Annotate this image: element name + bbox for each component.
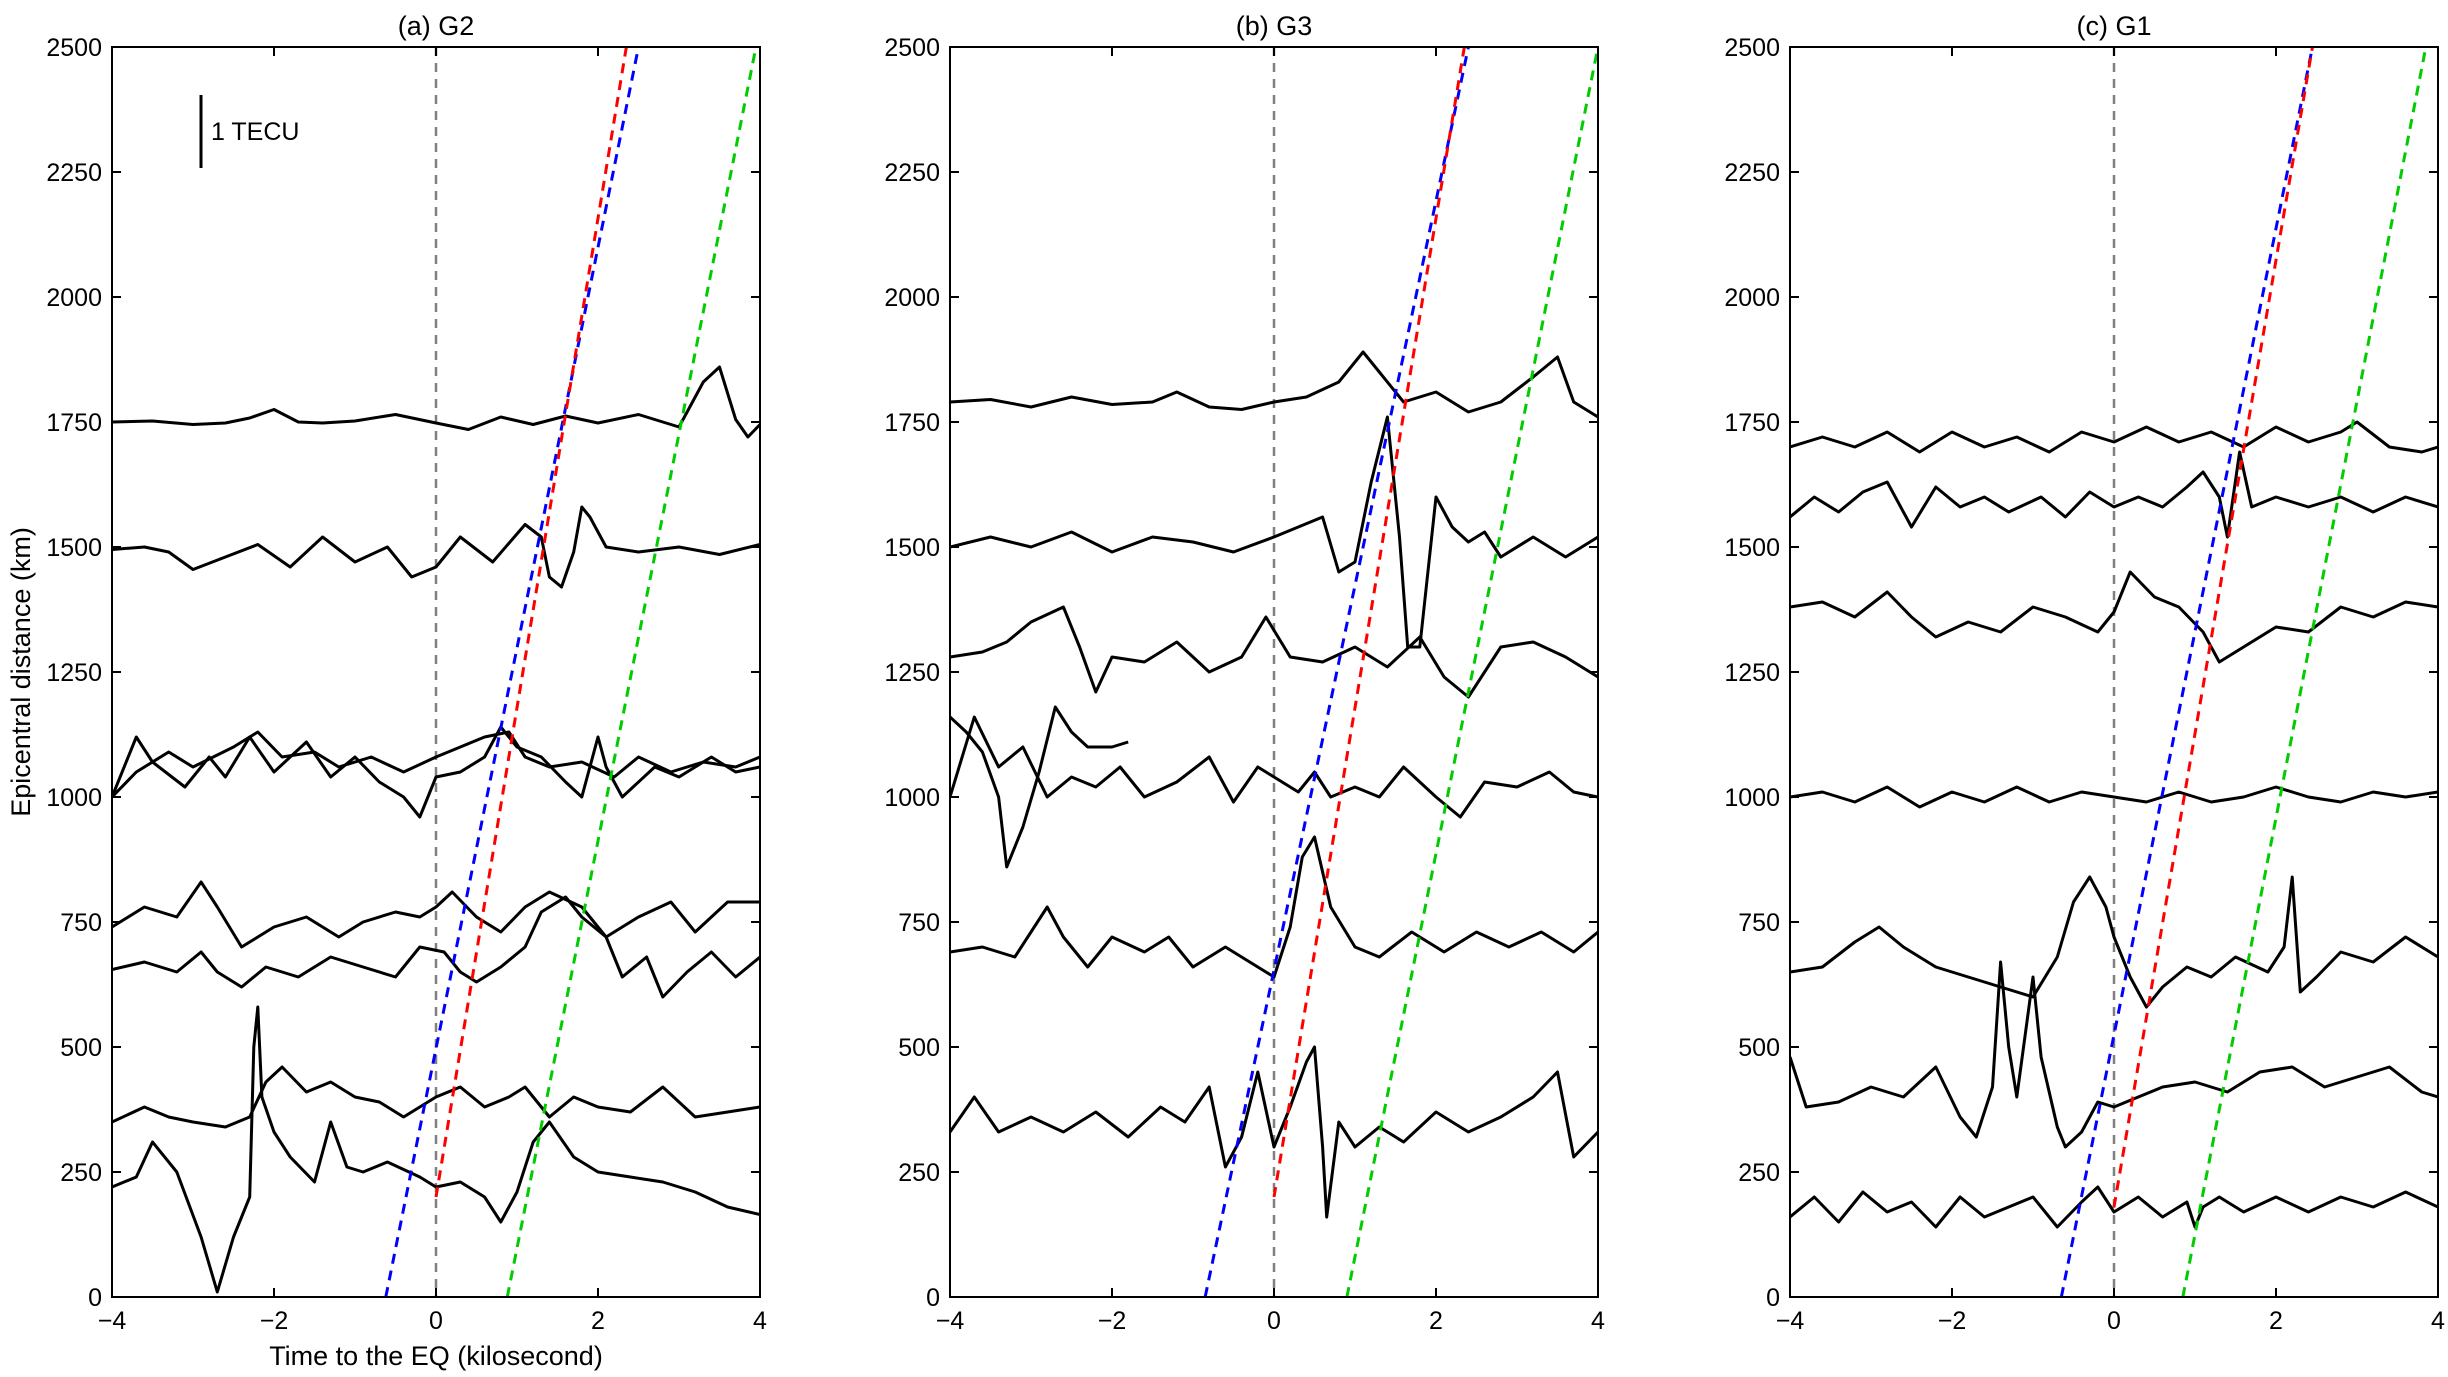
tec-trace-2 (112, 725, 760, 819)
y-tick-label: 0 (1766, 1284, 1780, 1312)
y-tick-label: 1500 (46, 534, 102, 562)
traces (112, 47, 760, 1297)
panel-0: −4 −2 0 2 4 0 250 500 750 1000 1250 1500 1750 2000 225… (6, 11, 767, 1371)
tec-trace-1 (950, 415, 1598, 649)
x-tick-label: −4 (1776, 1307, 1805, 1335)
y-tick-label: 500 (60, 1034, 102, 1062)
x-tick-label: −2 (1098, 1307, 1127, 1335)
reference-line-0 (2059, 47, 2314, 1297)
x-tick-label: 2 (2269, 1307, 2283, 1335)
y-tick-label: 1000 (1724, 784, 1780, 812)
y-tick-label: 1500 (884, 534, 940, 562)
tec-trace-7 (112, 1005, 760, 1294)
y-tick-label: 250 (898, 1159, 940, 1187)
y-tick-label: 1250 (46, 659, 102, 687)
x-tick-label: 2 (591, 1307, 605, 1335)
tec-trace-3 (1790, 785, 2438, 809)
y-tick-label: 1000 (46, 784, 102, 812)
tec-trace-4 (112, 880, 760, 949)
y-tick-label: 2000 (884, 284, 940, 312)
tec-trace-5 (950, 835, 1598, 979)
reference-line-2 (2181, 47, 2428, 1297)
y-tick-label: 1000 (884, 784, 940, 812)
y-tick-label: 2250 (1724, 159, 1780, 187)
x-tick-label: −4 (936, 1307, 965, 1335)
x-tick-label: 4 (1591, 1307, 1605, 1335)
tec-trace-0 (950, 350, 1598, 419)
x-tick-label: −2 (1938, 1307, 1967, 1335)
panel-2: −4 −2 0 2 4 0 250 500 750 1000 1250 1500 1750 2000 225… (1724, 11, 2445, 1335)
x-tick-label: −4 (98, 1307, 127, 1335)
y-tick-label: 250 (60, 1159, 102, 1187)
y-tick-label: 250 (1738, 1159, 1780, 1187)
reference-line-0 (1203, 47, 1470, 1297)
reference-line-1 (2112, 47, 2314, 1208)
y-tick-label: 1750 (1724, 409, 1780, 437)
x-axis-label: Time to the EQ (kilosecond) (269, 1341, 603, 1371)
x-tick-label: 2 (1429, 1307, 1443, 1335)
x-tick-label: 4 (753, 1307, 767, 1335)
tec-trace-0 (1790, 420, 2438, 454)
y-tick-label: 2500 (884, 34, 940, 62)
panel-title: (c) G1 (2076, 11, 2151, 41)
traces (950, 47, 1598, 1297)
y-tick-label: 2500 (1724, 34, 1780, 62)
x-tick-label: 0 (1267, 1307, 1281, 1335)
x-tick-label: 4 (2431, 1307, 2445, 1335)
y-tick-label: 2500 (46, 34, 102, 62)
reference-line-2 (1345, 47, 1598, 1297)
tec-trace-6 (1790, 1185, 2438, 1229)
y-tick-label: 0 (926, 1284, 940, 1312)
y-tick-label: 2000 (46, 284, 102, 312)
y-tick-label: 0 (88, 1284, 102, 1312)
y-tick-label: 1750 (46, 409, 102, 437)
y-tick-label: 750 (60, 909, 102, 937)
tec-trace-3 (112, 730, 760, 799)
tec-trace-0 (112, 365, 760, 439)
y-tick-label: 500 (1738, 1034, 1780, 1062)
traces (1790, 47, 2438, 1297)
x-tick-label: 0 (2107, 1307, 2121, 1335)
reference-line-1 (1272, 47, 1466, 1198)
panel-1: −4 −2 0 2 4 0 250 500 750 1000 1250 1500 1750 2000 225… (884, 11, 1605, 1335)
y-tick-label: 2250 (46, 159, 102, 187)
tec-trace-4 (1790, 875, 2438, 1009)
tec-trace-2 (950, 605, 1598, 699)
panel-title: (b) G3 (1236, 11, 1313, 41)
panel-title: (a) G2 (398, 11, 475, 41)
x-tick-label: −2 (260, 1307, 289, 1335)
tec-trace-1 (1790, 450, 2438, 539)
tec-trace-1 (112, 505, 760, 589)
x-tick-label: 0 (429, 1307, 443, 1335)
y-tick-label: 1500 (1724, 534, 1780, 562)
y-tick-label: 1250 (884, 659, 940, 687)
y-tick-label: 2250 (884, 159, 940, 187)
reference-line-0 (384, 47, 640, 1297)
tec-trace-4 (950, 715, 1598, 819)
tec-trace-6 (950, 1045, 1598, 1219)
tec-trace-3 (950, 705, 1129, 869)
scale-bar-label: 1 TECU (211, 118, 299, 146)
y-tick-label: 500 (898, 1034, 940, 1062)
tec-trace-2 (1790, 570, 2438, 664)
y-axis-label: Epicentral distance (km) (6, 527, 36, 817)
y-tick-label: 2000 (1724, 284, 1780, 312)
reference-line-2 (505, 47, 758, 1297)
y-tick-label: 750 (1738, 909, 1780, 937)
y-tick-label: 1250 (1724, 659, 1780, 687)
tec-trace-6 (112, 1065, 760, 1129)
y-tick-label: 750 (898, 909, 940, 937)
y-tick-label: 1750 (884, 409, 940, 437)
tec-trace-5 (1790, 960, 2438, 1149)
reference-line-1 (434, 47, 628, 1198)
tec-trace-5 (112, 895, 760, 999)
